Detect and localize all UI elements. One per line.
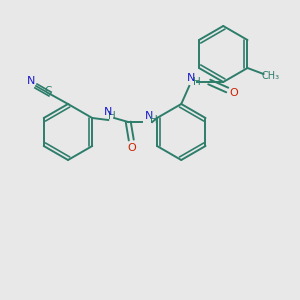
Text: N: N: [145, 111, 153, 121]
Text: O: O: [128, 143, 136, 153]
Text: H: H: [108, 111, 116, 121]
Text: O: O: [230, 88, 239, 98]
Text: N: N: [104, 107, 112, 117]
Text: H: H: [150, 115, 158, 125]
Text: N: N: [27, 76, 35, 86]
Text: C: C: [44, 86, 52, 96]
Text: H: H: [194, 77, 201, 87]
Text: CH₃: CH₃: [261, 71, 280, 81]
Text: N: N: [187, 73, 195, 83]
